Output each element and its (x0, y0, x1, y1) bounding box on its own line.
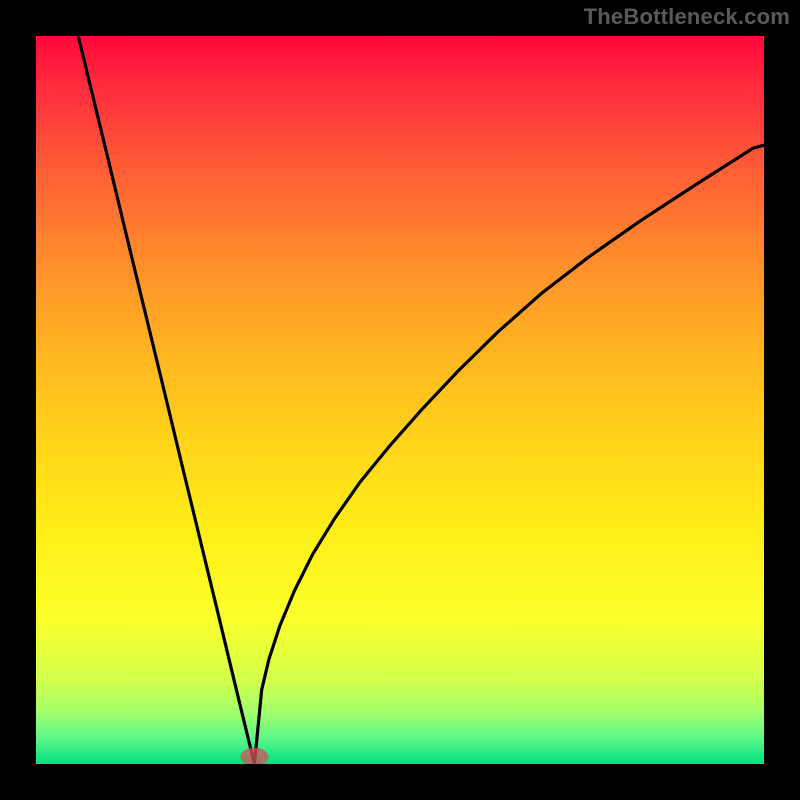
chart-frame: TheBottleneck.com (0, 0, 800, 800)
minimum-marker (36, 36, 764, 764)
plot-area (36, 36, 764, 764)
watermark-text: TheBottleneck.com (584, 4, 790, 30)
